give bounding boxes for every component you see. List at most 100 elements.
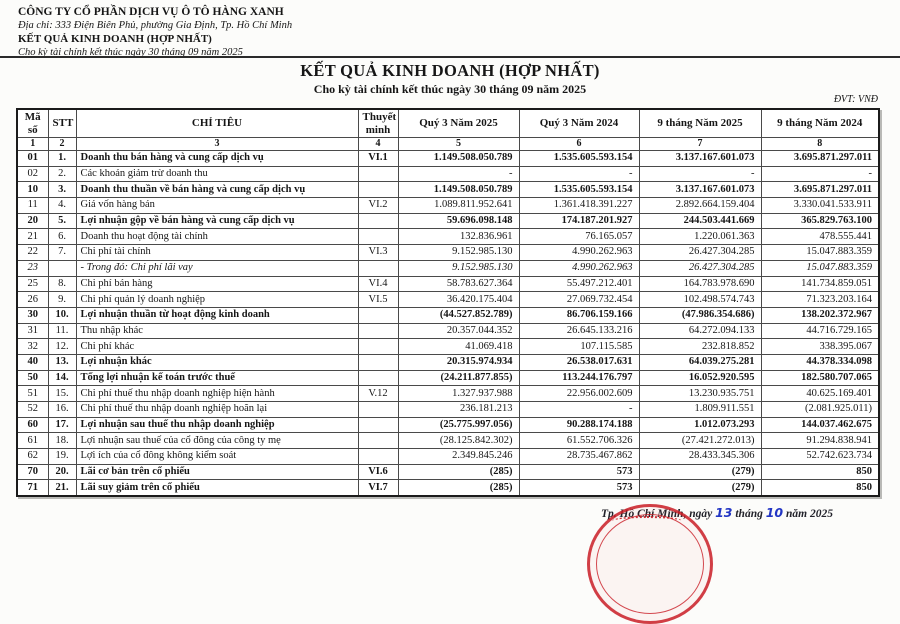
cell-chi-tieu: Giá vốn hàng bán	[75, 197, 359, 214]
letterhead-period: Cho kỳ tài chính kết thúc ngày 30 tháng …	[18, 47, 243, 59]
cell-ma-so: 32	[16, 338, 49, 355]
col-header-ma-so: Mã số	[16, 108, 49, 138]
cell-thuyet-minh: VI.3	[357, 244, 399, 261]
table-row: 01 1. Doanh thu bán hàng và cung cấp dịch …	[16, 150, 880, 167]
cell-9m-2025: 102.498.574.743	[638, 291, 762, 308]
cell-9m-2025: 2.892.664.159.404	[638, 197, 762, 214]
col-number: 3	[75, 137, 359, 151]
cell-q3-2025: 236.181.213	[397, 401, 520, 418]
cell-stt: 11.	[47, 322, 77, 340]
cell-9m-2025: 1.220.061.363	[638, 228, 762, 246]
cell-ma-so: 61	[16, 432, 49, 450]
cell-q3-2025: (24.211.877.855)	[397, 369, 520, 387]
cell-q3-2024: -	[518, 165, 640, 183]
cell-9m-2024: 52.742.623.734	[760, 448, 880, 465]
cell-thuyet-minh	[357, 181, 399, 199]
table-row: 10 3. Doanh thu thuần về bán hàng và cung …	[16, 181, 880, 199]
cell-stt: 3.	[47, 181, 77, 199]
cell-stt: 21.	[47, 479, 77, 497]
col-number: 4	[357, 137, 399, 151]
col-header-9m-2024: 9 tháng Năm 2024	[760, 108, 880, 138]
cell-q3-2025: 1.327.937.988	[397, 385, 520, 402]
cell-q3-2024: 1.361.418.391.227	[518, 197, 640, 214]
cell-9m-2025: 3.137.167.601.073	[638, 181, 762, 199]
cell-q3-2025: 132.836.961	[397, 228, 520, 246]
table-header-row: Mã số STT CHỈ TIÊU Thuyết minh Quý 3 Năm…	[16, 108, 880, 138]
cell-ma-so: 23	[16, 259, 49, 277]
cell-9m-2024: 182.580.707.065	[760, 369, 880, 387]
cell-q3-2025: (25.775.997.056)	[397, 416, 520, 434]
cell-chi-tieu: Lợi ích của cổ đông không kiểm soát	[75, 448, 359, 465]
cell-9m-2025: -	[638, 165, 762, 183]
cell-stt: 16.	[47, 401, 77, 418]
cell-q3-2025: 36.420.175.404	[397, 291, 520, 308]
table-row: 21 6. Doanh thu hoạt động tài chính 132.836…	[16, 228, 880, 246]
cell-stt: 9.	[47, 291, 77, 308]
cell-q3-2025: 1.089.811.952.641	[397, 197, 520, 214]
cell-q3-2024: 61.552.706.326	[518, 432, 640, 450]
handwritten-day: 13	[715, 505, 733, 520]
col-number: 2	[47, 137, 77, 151]
cell-9m-2024: 365.829.763.100	[760, 212, 880, 230]
col-header-9m-2025: 9 tháng Năm 2025	[638, 108, 762, 138]
cell-ma-so: 02	[16, 165, 49, 183]
table-row: 52 16. Chi phí thuế thu nhập doanh nghiệp …	[16, 401, 880, 418]
cell-9m-2025: 1.809.911.551	[638, 401, 762, 418]
cell-ma-so: 51	[16, 385, 49, 402]
cell-q3-2024: 76.165.057	[518, 228, 640, 246]
cell-ma-so: 60	[16, 416, 49, 434]
cell-9m-2025: 13.230.935.751	[638, 385, 762, 402]
cell-9m-2024: 478.555.441	[760, 228, 880, 246]
cell-chi-tieu: - Trong đó: Chi phí lãi vay	[75, 259, 359, 277]
cell-q3-2025: -	[397, 165, 520, 183]
cell-ma-so: 21	[16, 228, 49, 246]
cell-stt: 14.	[47, 369, 77, 387]
cell-stt: 10.	[47, 306, 77, 324]
table-row: 31 11. Thu nhập khác 20.357.044.352 26.645.1…	[16, 322, 880, 340]
cell-q3-2025: (28.125.842.302)	[397, 432, 520, 450]
cell-ma-so: 10	[16, 181, 49, 199]
cell-9m-2025: 164.783.978.690	[638, 275, 762, 293]
cell-ma-so: 62	[16, 448, 49, 465]
cell-stt: 7.	[47, 244, 77, 261]
table-row: 26 9. Chi phí quản lý doanh nghiệp VI.5 36.4…	[16, 291, 880, 308]
cell-stt: 13.	[47, 353, 77, 371]
cell-thuyet-minh	[357, 228, 399, 246]
seal-inner-ring	[596, 514, 704, 614]
cell-chi-tieu: Doanh thu bán hàng và cung cấp dịch vụ	[75, 150, 359, 167]
cell-thuyet-minh: VI.7	[357, 479, 399, 497]
table-row: 60 17. Lợi nhuận sau thuế thu nhập doanh n…	[16, 416, 880, 434]
handwritten-month: 10	[765, 505, 784, 520]
cell-9m-2025: 28.433.345.306	[638, 448, 762, 465]
cell-stt: 6.	[47, 228, 77, 246]
cell-9m-2024: 338.395.067	[760, 338, 880, 355]
header-divider	[0, 56, 900, 58]
table-row: 20 5. Lợi nhuận gộp về bán hàng và cung cấ…	[16, 212, 880, 230]
cell-9m-2024: 44.716.729.165	[760, 322, 880, 340]
cell-chi-tieu: Lợi nhuận sau thuế thu nhập doanh nghiệp	[75, 416, 359, 434]
cell-9m-2024: 3.695.871.297.011	[760, 181, 880, 199]
cell-ma-so: 11	[16, 197, 49, 214]
cell-9m-2025: 64.272.094.133	[638, 322, 762, 340]
month-label: tháng	[735, 508, 763, 520]
cell-9m-2025: 26.427.304.285	[638, 244, 762, 261]
cell-9m-2025: 244.503.441.669	[638, 212, 762, 230]
cell-9m-2024: (2.081.925.011)	[760, 401, 880, 418]
cell-q3-2025: 41.069.418	[397, 338, 520, 355]
cell-9m-2024: 850	[760, 463, 880, 481]
company-address: Địa chỉ: 333 Điện Biên Phủ, phường Gia Đ…	[18, 20, 293, 32]
cell-thuyet-minh: VI.6	[357, 463, 399, 481]
cell-q3-2024: 90.288.174.188	[518, 416, 640, 434]
cell-chi-tieu: Chi phí bán hàng	[75, 275, 359, 293]
cell-q3-2024: 86.706.159.166	[518, 306, 640, 324]
cell-chi-tieu: Chi phí khác	[75, 338, 359, 355]
column-number-row: 1 2 3 4 5 6 7 8	[16, 137, 880, 151]
cell-chi-tieu: Các khoản giảm trừ doanh thu	[75, 165, 359, 183]
cell-q3-2025: (285)	[397, 479, 520, 497]
col-header-thuyet-minh: Thuyết minh	[357, 108, 399, 138]
cell-q3-2024: 113.244.176.797	[518, 369, 640, 387]
cell-9m-2024: 850	[760, 479, 880, 497]
cell-q3-2025: 9.152.985.130	[397, 259, 520, 277]
table-row: 02 2. Các khoản giảm trừ doanh thu - - - -	[16, 165, 880, 183]
cell-q3-2024: 28.735.467.862	[518, 448, 640, 465]
